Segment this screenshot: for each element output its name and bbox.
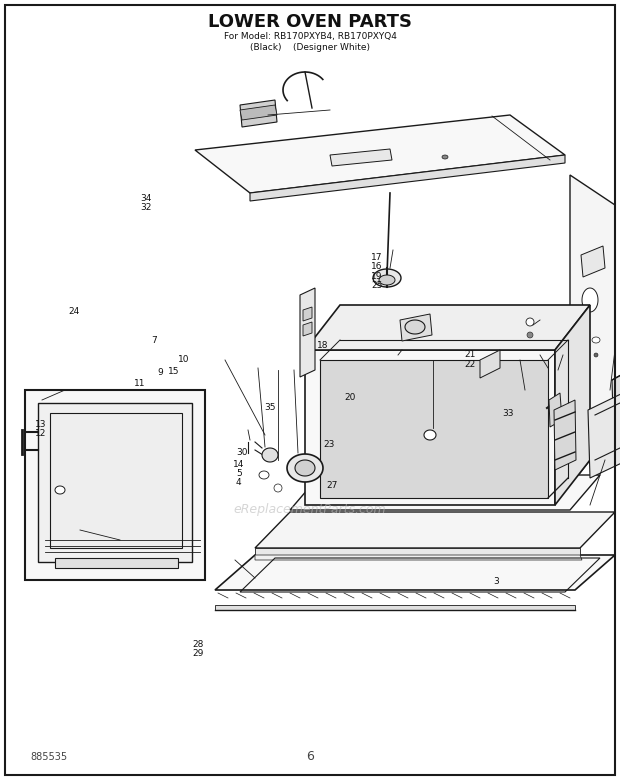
Text: 29: 29 <box>193 649 204 658</box>
Text: 27: 27 <box>326 480 337 490</box>
Text: 13: 13 <box>35 420 46 429</box>
Text: 19: 19 <box>371 271 383 281</box>
Polygon shape <box>38 403 192 562</box>
Polygon shape <box>400 314 432 341</box>
Text: 18: 18 <box>317 341 328 350</box>
Polygon shape <box>320 360 548 498</box>
Polygon shape <box>570 175 615 450</box>
Polygon shape <box>262 448 278 462</box>
Polygon shape <box>303 322 312 336</box>
Text: 15: 15 <box>168 367 179 376</box>
Text: 33: 33 <box>503 409 514 418</box>
Polygon shape <box>555 305 590 505</box>
Text: 4: 4 <box>236 477 242 487</box>
Polygon shape <box>330 149 392 166</box>
Text: eReplacementParts.com: eReplacementParts.com <box>234 504 386 516</box>
Polygon shape <box>588 392 620 478</box>
Text: 35: 35 <box>264 403 275 413</box>
Polygon shape <box>432 490 438 494</box>
Polygon shape <box>592 337 600 343</box>
Polygon shape <box>480 350 500 378</box>
Polygon shape <box>25 390 205 580</box>
Polygon shape <box>295 460 315 476</box>
Polygon shape <box>287 454 323 482</box>
Polygon shape <box>305 305 590 350</box>
Polygon shape <box>255 512 615 548</box>
Polygon shape <box>405 320 425 334</box>
Polygon shape <box>526 318 534 326</box>
Polygon shape <box>250 155 565 201</box>
Polygon shape <box>55 486 65 494</box>
Polygon shape <box>305 350 555 505</box>
Text: 21: 21 <box>464 350 476 360</box>
Text: 22: 22 <box>464 360 476 369</box>
Polygon shape <box>50 413 182 548</box>
Text: 30: 30 <box>236 448 247 457</box>
Text: 12: 12 <box>35 429 46 438</box>
Text: 3: 3 <box>493 576 499 586</box>
Polygon shape <box>554 400 576 470</box>
Text: 885535: 885535 <box>30 752 67 762</box>
Polygon shape <box>379 275 395 285</box>
Polygon shape <box>215 605 575 610</box>
Polygon shape <box>290 475 600 510</box>
Text: 9: 9 <box>157 368 163 378</box>
Polygon shape <box>549 393 562 427</box>
Polygon shape <box>240 105 277 120</box>
Polygon shape <box>581 246 605 277</box>
Polygon shape <box>240 100 277 127</box>
Text: 17: 17 <box>371 253 383 262</box>
Polygon shape <box>373 269 401 287</box>
Polygon shape <box>55 558 178 568</box>
Text: 5: 5 <box>236 469 242 478</box>
Polygon shape <box>305 460 590 505</box>
Polygon shape <box>215 555 615 590</box>
Polygon shape <box>255 548 580 555</box>
Text: 10: 10 <box>178 355 189 364</box>
Text: 20: 20 <box>345 393 356 402</box>
Polygon shape <box>442 155 448 159</box>
Text: 34: 34 <box>140 193 151 203</box>
Text: 7: 7 <box>151 336 157 346</box>
Polygon shape <box>303 307 312 321</box>
Text: LOWER OVEN PARTS: LOWER OVEN PARTS <box>208 13 412 31</box>
Text: 23: 23 <box>323 440 334 449</box>
Polygon shape <box>424 430 436 440</box>
Polygon shape <box>300 288 315 377</box>
Polygon shape <box>594 353 598 357</box>
Polygon shape <box>527 332 533 338</box>
Polygon shape <box>612 370 620 450</box>
Text: For Model: RB170PXYB4, RB170PXYQ4: For Model: RB170PXYB4, RB170PXYQ4 <box>224 33 396 41</box>
Text: 32: 32 <box>140 203 151 212</box>
Text: 14: 14 <box>233 460 244 470</box>
Polygon shape <box>582 288 598 312</box>
Text: 6: 6 <box>306 750 314 764</box>
Text: (Black)    (Designer White): (Black) (Designer White) <box>250 42 370 51</box>
Text: 24: 24 <box>69 307 80 317</box>
Text: 25: 25 <box>371 281 383 290</box>
Text: 16: 16 <box>371 262 383 271</box>
Polygon shape <box>259 471 269 479</box>
Polygon shape <box>255 555 582 560</box>
Text: 11: 11 <box>134 379 145 388</box>
Polygon shape <box>195 115 565 193</box>
Text: 28: 28 <box>193 640 204 649</box>
Polygon shape <box>274 484 282 492</box>
